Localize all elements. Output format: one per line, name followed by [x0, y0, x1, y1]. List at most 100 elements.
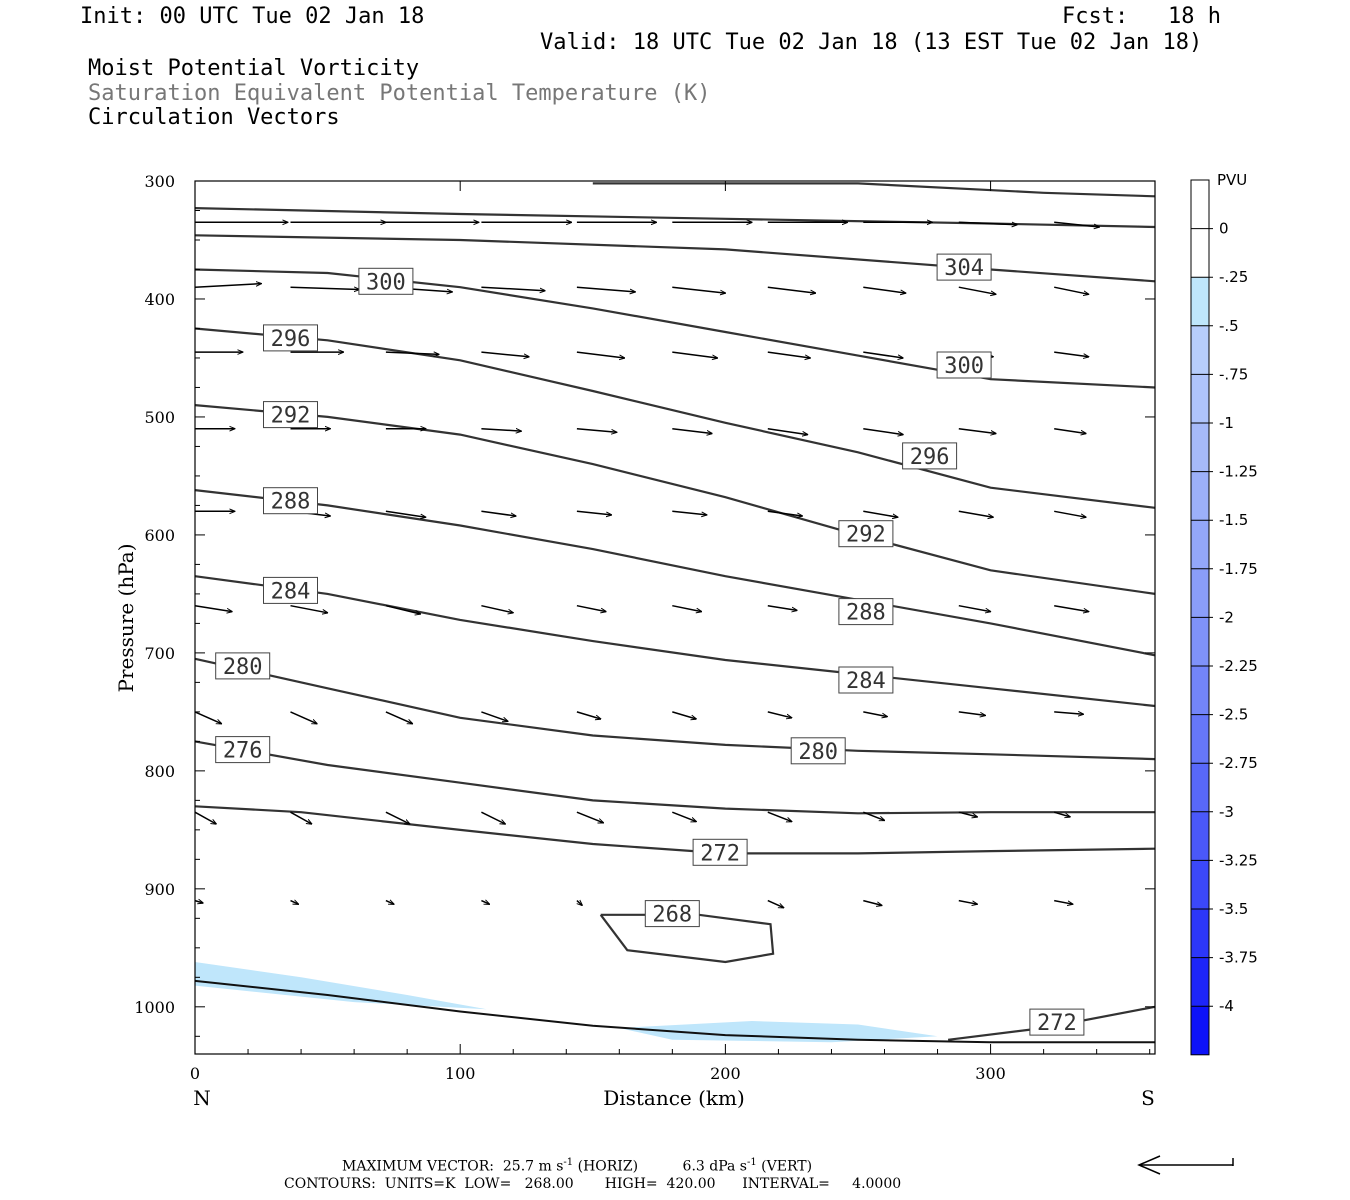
circulation-vector [1054, 712, 1083, 714]
circulation-vector [385, 901, 394, 905]
circulation-vector [481, 351, 529, 357]
contour-label: 272 [700, 841, 740, 866]
field-title-thetae: Saturation Equivalent Potential Temperat… [88, 81, 711, 106]
colorbar-swatch [1191, 763, 1209, 812]
circulation-vector [672, 351, 717, 358]
colorbar-label: -2.75 [1219, 754, 1258, 772]
colorbar-swatch [1191, 860, 1209, 909]
circulation-vector [863, 510, 898, 517]
circulation-vector [958, 604, 991, 612]
contour-label-box [936, 351, 992, 379]
contour-label: 280 [798, 740, 838, 765]
theta-e-contour-280 [194, 657, 1156, 761]
colorbar-label: -.25 [1219, 268, 1248, 286]
contour-label: 288 [846, 601, 886, 626]
colorbar-label: -1.75 [1219, 560, 1258, 578]
circulation-vector [194, 284, 261, 288]
colorbar-swatch [1191, 325, 1209, 375]
contour-label: 280 [223, 655, 263, 680]
colorbar-label: -4 [1219, 997, 1234, 1015]
theta-e-contour-276 [194, 740, 1155, 815]
circulation-vector [194, 604, 232, 612]
circulation-vector [1054, 899, 1073, 905]
theta-e-contour-272 [194, 805, 1156, 855]
circulation-vector [576, 811, 604, 823]
circulation-vector [767, 427, 808, 435]
circulation-vector [767, 286, 816, 293]
circulation-vector [1054, 427, 1086, 434]
contour-label: 296 [910, 445, 950, 470]
circulation-vector [481, 286, 545, 291]
x-tick-label: 200 [710, 1064, 741, 1083]
theta-e-contour-284 [194, 575, 1156, 708]
circulation-vector [863, 286, 905, 293]
circulation-vector [576, 510, 612, 515]
colorbar-label: -1 [1219, 414, 1234, 432]
y-tick-label: 800 [144, 762, 175, 781]
field-title-vectors: Circulation Vectors [88, 105, 340, 130]
colorbar-label: -3 [1219, 803, 1234, 821]
x-tick-label: 100 [445, 1064, 476, 1083]
y-tick-label: 500 [144, 408, 175, 427]
circulation-vector [481, 604, 513, 613]
colorbar-title: PVU [1217, 171, 1247, 189]
colorbar-label: -3.75 [1219, 949, 1258, 967]
colorbar-swatch [1191, 909, 1209, 958]
colorbar-swatch [1191, 228, 1209, 278]
contour-label-box [263, 576, 318, 604]
contour-label-box [263, 401, 318, 429]
y-tick-label: 700 [144, 644, 175, 663]
circulation-vector [672, 510, 707, 515]
circulation-vector [385, 811, 410, 824]
circulation-vector [576, 351, 625, 358]
contour-label-box [838, 520, 894, 548]
circulation-vector [958, 510, 993, 517]
colorbar-swatch [1191, 277, 1209, 326]
circulation-vector [958, 286, 996, 294]
contour-label: 272 [1037, 1011, 1077, 1036]
y-tick-label: 300 [144, 172, 175, 191]
circulation-vector [194, 901, 203, 903]
colorbar-label: -3.5 [1219, 900, 1248, 918]
contour-label: 296 [271, 327, 311, 352]
mpv-fill-region [195, 962, 487, 1010]
contour-label: 288 [271, 490, 311, 515]
circulation-vector [863, 427, 903, 435]
circulation-vector [672, 427, 712, 434]
circulation-vector [576, 604, 606, 612]
circulation-vector [1054, 351, 1089, 357]
circulation-vector [385, 352, 439, 354]
footer-contours: CONTOURS: UNITS=K LOW= 268.00 HIGH= 420.… [284, 1176, 902, 1192]
circulation-vector [767, 604, 797, 611]
colorbar-swatch [1191, 423, 1209, 472]
theta-e-contour-288 [194, 489, 1156, 657]
circulation-vector [385, 711, 413, 724]
colorbar-swatch [1191, 617, 1209, 666]
circulation-vector [1053, 811, 1070, 817]
x-tick-label: 0 [190, 1064, 200, 1083]
contour-label: 300 [366, 270, 406, 295]
circulation-vector [194, 711, 222, 724]
colorbar-swatch [1191, 811, 1209, 861]
circulation-vector [767, 811, 792, 821]
y-tick-label: 400 [144, 290, 175, 309]
y-tick-label: 900 [144, 880, 175, 899]
contour-label-box [358, 267, 414, 295]
colorbar-label: -2.25 [1219, 657, 1258, 675]
contour-label-box [215, 736, 271, 764]
mpv-fill-region [619, 1021, 938, 1043]
contour-label: 304 [944, 256, 984, 281]
x-tick-label: 300 [975, 1064, 1006, 1083]
colorbar-label: -3.25 [1219, 851, 1258, 869]
circulation-vector [958, 221, 1017, 224]
y-tick-label: 600 [144, 526, 175, 545]
contour-label: 268 [652, 903, 692, 928]
circulation-vector [290, 901, 299, 905]
reference-vector-head [1137, 1155, 1161, 1175]
circulation-vector [767, 510, 803, 516]
circulation-vector [290, 286, 360, 289]
colorbar-swatch [1191, 471, 1209, 521]
circulation-vector [958, 899, 978, 905]
circulation-vector [672, 711, 696, 719]
contour-label-box [263, 324, 318, 352]
